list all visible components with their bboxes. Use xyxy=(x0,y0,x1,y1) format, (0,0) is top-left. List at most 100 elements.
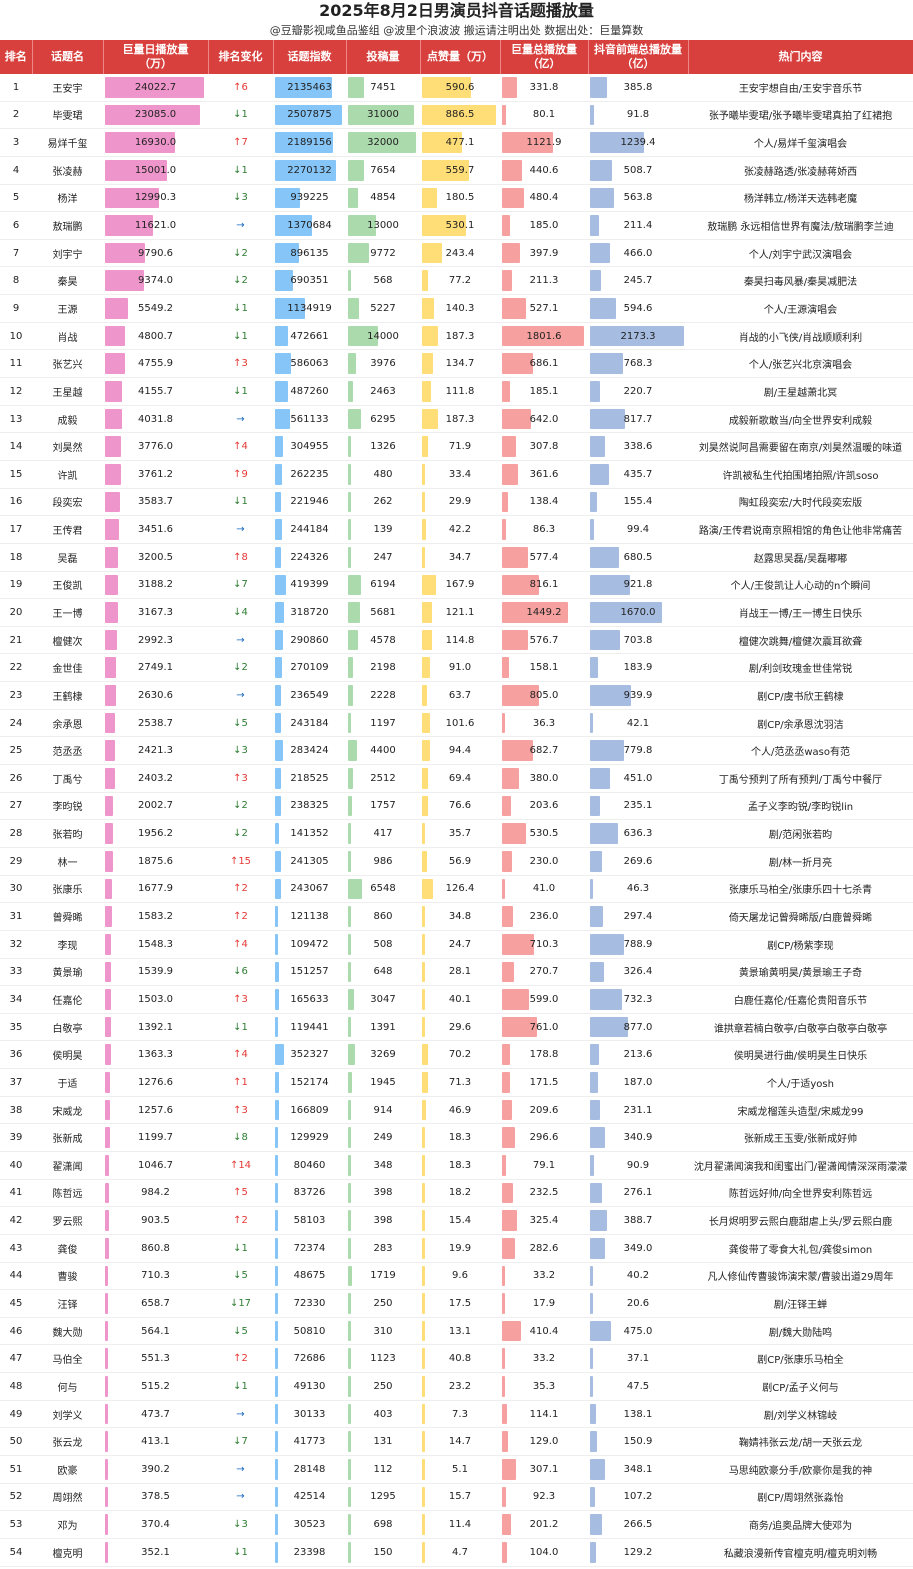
cell-hot-content: 个人/刘宇宁武汉演唱会 xyxy=(688,239,913,268)
total-plays-value: 530.5 xyxy=(529,828,559,840)
posts-value: 13000 xyxy=(367,220,399,232)
cell-rank: 38 xyxy=(0,1096,32,1125)
cell-rank-change: ↓1 xyxy=(208,1013,273,1042)
likes-value: 886.5 xyxy=(445,109,475,121)
total-plays-bar xyxy=(502,1154,506,1176)
cell-posts: 310 xyxy=(346,1317,420,1346)
daily-plays-bar xyxy=(105,77,204,98)
front-plays-value: 99.4 xyxy=(626,524,650,536)
likes-value: 14.7 xyxy=(448,1436,472,1448)
likes-value: 40.8 xyxy=(448,1353,472,1365)
cell-rank: 53 xyxy=(0,1510,32,1539)
cell-daily-plays: 24022.7 xyxy=(103,74,208,102)
cell-daily-plays: 11621.0 xyxy=(103,211,208,240)
posts-bar xyxy=(348,353,357,375)
cell-topic: 邓为 xyxy=(32,1510,103,1539)
total-plays-value: 1801.6 xyxy=(526,330,562,342)
cell-topic: 王安宇 xyxy=(32,74,103,102)
topic-index-bar xyxy=(275,270,294,292)
cell-rank-change: ↓4 xyxy=(208,598,273,627)
daily-plays-value: 3167.3 xyxy=(138,606,173,618)
cell-daily-plays: 1257.6 xyxy=(103,1096,208,1125)
topic-index-value: 690351 xyxy=(290,275,329,287)
topic-index-value: 83726 xyxy=(293,1187,326,1199)
likes-value: 15.4 xyxy=(448,1215,472,1227)
daily-plays-value: 564.1 xyxy=(141,1325,170,1337)
cell-topic-index: 30523 xyxy=(273,1510,346,1539)
total-plays-bar xyxy=(502,132,554,153)
cell-total-plays: 79.1 xyxy=(500,1151,588,1180)
front-plays-bar xyxy=(590,408,626,430)
cell-topic: 成毅 xyxy=(32,405,103,434)
cell-topic: 王星越 xyxy=(32,377,103,406)
cell-topic: 肖战 xyxy=(32,322,103,351)
cell-rank-change: ↓1 xyxy=(208,322,273,351)
posts-value: 348 xyxy=(373,1159,393,1171)
cell-rank: 36 xyxy=(0,1040,32,1070)
cell-topic: 刘宇宁 xyxy=(32,239,103,268)
cell-rank: 16 xyxy=(0,488,32,517)
cell-topic-index: 1134919 xyxy=(273,294,346,323)
posts-bar xyxy=(348,436,351,457)
cell-rank-change: ↓2 xyxy=(208,792,273,821)
topic-index-value: 129929 xyxy=(290,1132,329,1144)
cell-rank: 47 xyxy=(0,1344,32,1374)
posts-value: 4578 xyxy=(370,634,396,646)
cell-total-plays: 236.0 xyxy=(500,902,588,931)
cell-hot-content: 孟子义李昀锐/李昀锐lin xyxy=(688,792,913,821)
ranking-table: 排名 话题名 巨量日播放量 （万） 排名变化 话题指数 投稿量 点赞量（万） 巨… xyxy=(0,40,913,1567)
total-plays-value: 642.0 xyxy=(529,413,559,425)
cell-topic-index: 42514 xyxy=(273,1483,346,1512)
likes-value: 69.4 xyxy=(448,772,472,784)
cell-front-plays: 187.0 xyxy=(588,1068,688,1097)
cell-rank-change: → xyxy=(208,626,273,655)
cell-likes: 91.0 xyxy=(420,653,500,683)
cell-front-plays: 732.3 xyxy=(588,985,688,1014)
cell-likes: 15.4 xyxy=(420,1206,500,1235)
daily-plays-value: 24022.7 xyxy=(134,81,177,93)
cell-rank: 54 xyxy=(0,1538,32,1567)
total-plays-bar xyxy=(502,1403,508,1425)
cell-daily-plays: 1199.7 xyxy=(103,1123,208,1152)
table-row: 50 张云龙 413.1 ↓7 41773 131 14.7 129.0 150.9 鞠婧祎张云龙… xyxy=(0,1427,913,1457)
likes-bar xyxy=(422,933,425,955)
total-plays-bar xyxy=(502,1237,515,1259)
front-plays-bar xyxy=(590,1431,597,1453)
likes-bar xyxy=(422,519,426,540)
cell-daily-plays: 352.1 xyxy=(103,1538,208,1567)
posts-value: 283 xyxy=(373,1242,393,1254)
cell-posts: 398 xyxy=(346,1206,420,1235)
cell-total-plays: 209.6 xyxy=(500,1096,588,1125)
topic-index-value: 50810 xyxy=(293,1325,326,1337)
cell-posts: 5681 xyxy=(346,598,420,627)
cell-total-plays: 816.1 xyxy=(500,571,588,600)
daily-plays-bar xyxy=(105,850,113,872)
front-plays-bar xyxy=(590,242,611,264)
total-plays-bar xyxy=(502,878,505,900)
cell-rank: 12 xyxy=(0,377,32,406)
posts-value: 6548 xyxy=(370,883,396,895)
cell-daily-plays: 2002.7 xyxy=(103,792,208,821)
likes-value: 101.6 xyxy=(445,717,475,729)
front-plays-bar xyxy=(590,1320,611,1342)
front-plays-bar xyxy=(590,989,622,1010)
topic-index-bar xyxy=(275,1265,278,1287)
likes-value: 71.3 xyxy=(448,1076,472,1088)
total-plays-bar xyxy=(502,1072,510,1093)
daily-plays-value: 23085.0 xyxy=(134,109,177,121)
daily-plays-value: 390.2 xyxy=(141,1463,170,1475)
total-plays-bar xyxy=(502,491,509,513)
front-plays-value: 37.1 xyxy=(626,1353,650,1365)
posts-value: 1123 xyxy=(370,1353,396,1365)
cell-rank: 24 xyxy=(0,709,32,738)
cell-hot-content: 剧CP/张康乐马柏全 xyxy=(688,1344,913,1374)
front-plays-value: 939.9 xyxy=(623,689,653,701)
cell-front-plays: 138.1 xyxy=(588,1400,688,1429)
likes-bar xyxy=(422,1016,425,1038)
cell-daily-plays: 984.2 xyxy=(103,1179,208,1208)
cell-topic-index: 224326 xyxy=(273,543,346,572)
likes-bar xyxy=(422,77,472,98)
total-plays-value: 158.1 xyxy=(529,662,559,674)
cell-rank: 29 xyxy=(0,847,32,876)
daily-plays-bar xyxy=(105,1210,109,1231)
